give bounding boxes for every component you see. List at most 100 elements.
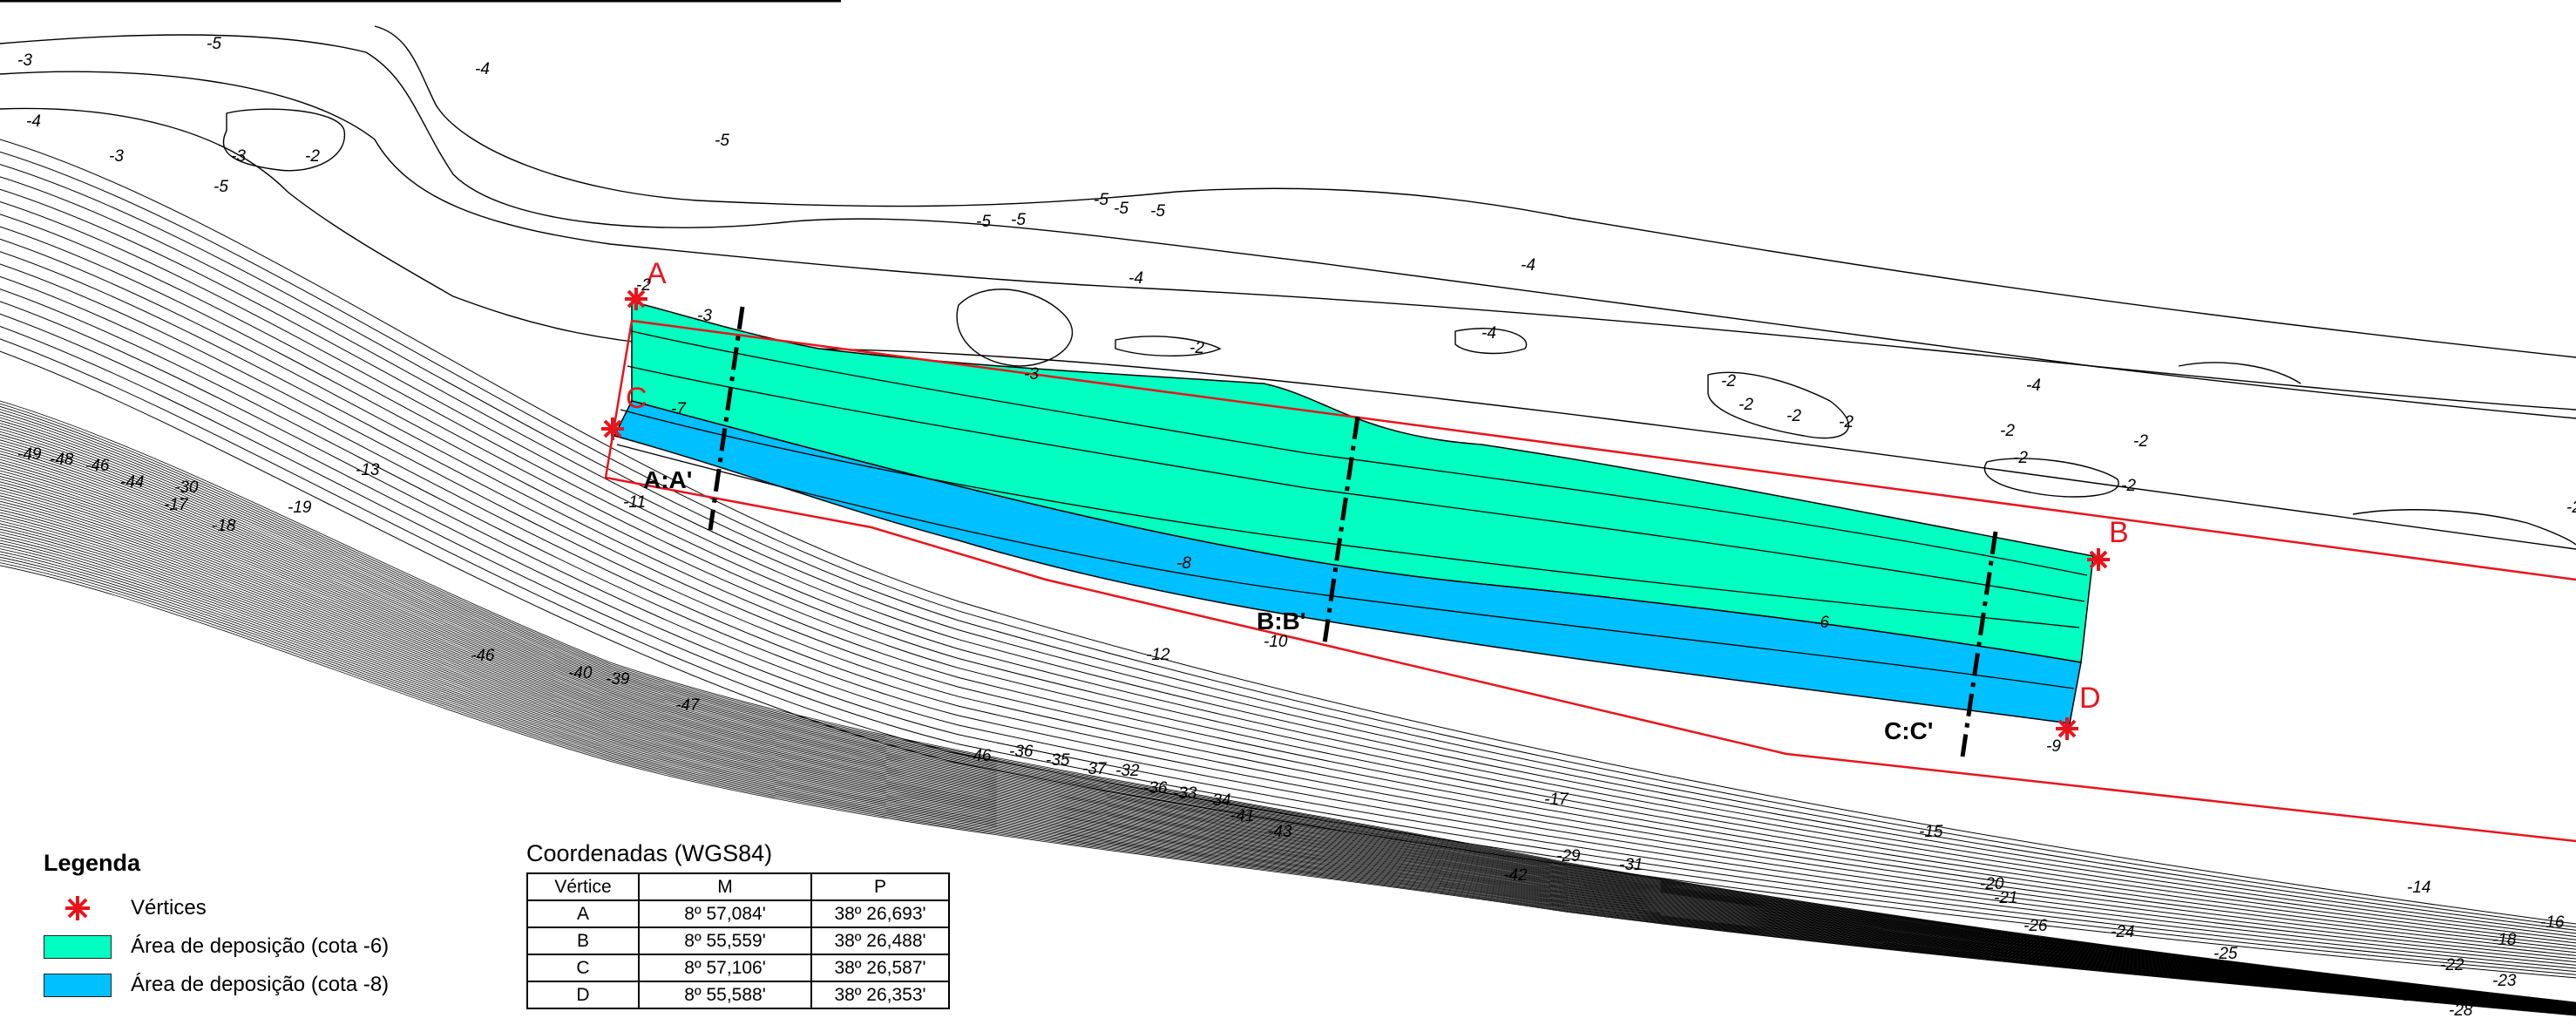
legend-item-vertices: Vértices [44,889,497,927]
contour-label: -48 [50,451,74,469]
contour-label: -3 [109,147,124,166]
contour-label: -2 [2121,477,2136,495]
contour-label: -5 [715,132,729,150]
coordinates-grid: Vértice M P A 8º 57,084' 38º 26,693' B 8… [526,872,950,1009]
header-m: M [638,872,812,901]
contour-label: -2 [1190,339,1204,357]
contour-label: -46 [471,647,495,665]
contour-label: -3 [697,307,712,325]
section-label: A:A' [643,466,692,493]
section-label: C:C' [1884,717,1933,744]
contour-label: -4 [1129,269,1143,288]
contour-label: -15 [1919,823,1943,841]
boundary-lines [604,319,2576,843]
red-star-icon [44,893,112,924]
vertex-label-d: D [2079,682,2101,715]
section-labels: A:A' B:B' C:C' [643,466,1933,744]
cell-vertex: C [526,954,640,982]
contour-label: -41 [1230,807,1254,825]
vertex-label-b: B [2109,516,2129,549]
mid-contours [616,330,2088,689]
contour-label: -29 [1556,847,1581,865]
contour-label: -5 [214,178,228,196]
contour-label: -39 [606,670,630,689]
contour-labels: -3 -4 -5 -4 -3 -3 -2 -5 -5 -5 -5 -5 -5 -5 -4 -4 -2 -3 -2 -3… [17,35,2576,1020]
legend-title: Legenda [44,850,141,876]
contour-label: -43 [1268,823,1292,841]
cell-vertex: D [526,981,640,1009]
cell-p: 38º 26,693' [810,899,950,928]
contour-label: -23 [2492,972,2517,990]
contour-label: -18 [2492,931,2517,949]
contour-label: -3 [17,51,32,70]
contour-label: -30 [174,479,199,497]
table-header-row: Vértice M P [526,872,950,901]
contour-label: -49 [17,445,42,464]
coordinates-title: Coordenadas (WGS84) [526,840,773,866]
table-row: C 8º 57,106' 38º 26,587' [526,954,950,982]
header-vertex: Vértice [526,872,640,901]
contour-label: -3 [231,147,246,166]
contour-label: -17 [1544,791,1569,809]
contour-label: -36 [1143,779,1168,798]
contour-label: -12 [1146,646,1170,664]
contour-label: -17 [164,496,189,514]
contour-label: -13 [356,461,380,479]
legend-item-area-6: Área de deposição (cota -6) [44,927,497,966]
legend-label: Área de deposição (cota -6) [131,934,390,958]
table-row: B 8º 55,559' 38º 26,488' [526,927,950,955]
contour-label: -47 [675,696,701,715]
header-p: P [810,872,950,901]
contour-label: -8 [1176,554,1191,573]
vertex-marker-c [601,417,624,440]
contour-label: -5 [1011,211,1026,229]
contour-label: -4 [475,60,490,78]
contour-label: -3 [1024,365,1039,384]
legend: Legenda Vértices Área de deposição (cota… [44,850,497,1024]
contour-label: -2 [305,147,320,166]
area-8-swatch [44,973,112,997]
legend-label: Vértices [131,896,207,920]
contour-label: -32 [1115,762,1140,780]
contour-label: -31 [1619,856,1643,874]
area-6-swatch [44,934,112,959]
contour-label: -11 [623,493,646,512]
cell-m: 8º 57,084' [638,899,812,928]
contour-label: -14 [2407,879,2430,897]
contour-label: -18 [212,517,236,535]
contour-label: -22 [2440,956,2464,974]
cell-vertex: A [526,899,640,928]
contour-label: -40 [568,664,593,682]
legend-label: Área de deposição (cota -8) [131,973,390,996]
cell-m: 8º 55,588' [638,981,812,1009]
contour-label: -4 [26,112,41,131]
contour-label: -34 [1207,791,1230,810]
contour-label: -21 [1994,889,2017,907]
contour-label: -10 [1264,633,1288,651]
contour-label: -5 [1150,202,1165,221]
vertex-markers: A B C D [601,257,2129,740]
contour-label: -46 [967,747,992,765]
contour-label: -4 [1521,256,1535,275]
cell-vertex: B [526,927,640,955]
contour-label: -26 [2024,917,2048,935]
contour-label: -5 [1114,200,1129,218]
contour-label: -36 [1009,743,1034,761]
contour-label: -33 [1173,784,1197,803]
section-lines [708,306,1998,757]
contour-label: -28 [2449,1001,2473,1020]
contour-label: -5 [976,213,991,231]
contour-label: -37 [1082,760,1108,778]
contour-label: -19 [288,499,312,517]
contour-label: -25 [2213,945,2238,963]
contour-label: -27 [2398,987,2423,1005]
contour-label: -24 [2111,923,2134,941]
vertex-marker-a [625,288,647,310]
vertex-marker-b [2087,548,2110,571]
cell-m: 8º 55,559' [638,927,812,955]
contour-label: -2 [1839,413,1854,431]
contour-label: -4 [2026,377,2041,395]
vertex-label-c: C [626,382,647,415]
section-line-b [1322,416,1360,644]
boundary-south [604,320,2576,843]
